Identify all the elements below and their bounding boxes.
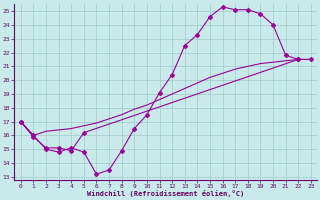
X-axis label: Windchill (Refroidissement éolien,°C): Windchill (Refroidissement éolien,°C)	[87, 190, 244, 197]
